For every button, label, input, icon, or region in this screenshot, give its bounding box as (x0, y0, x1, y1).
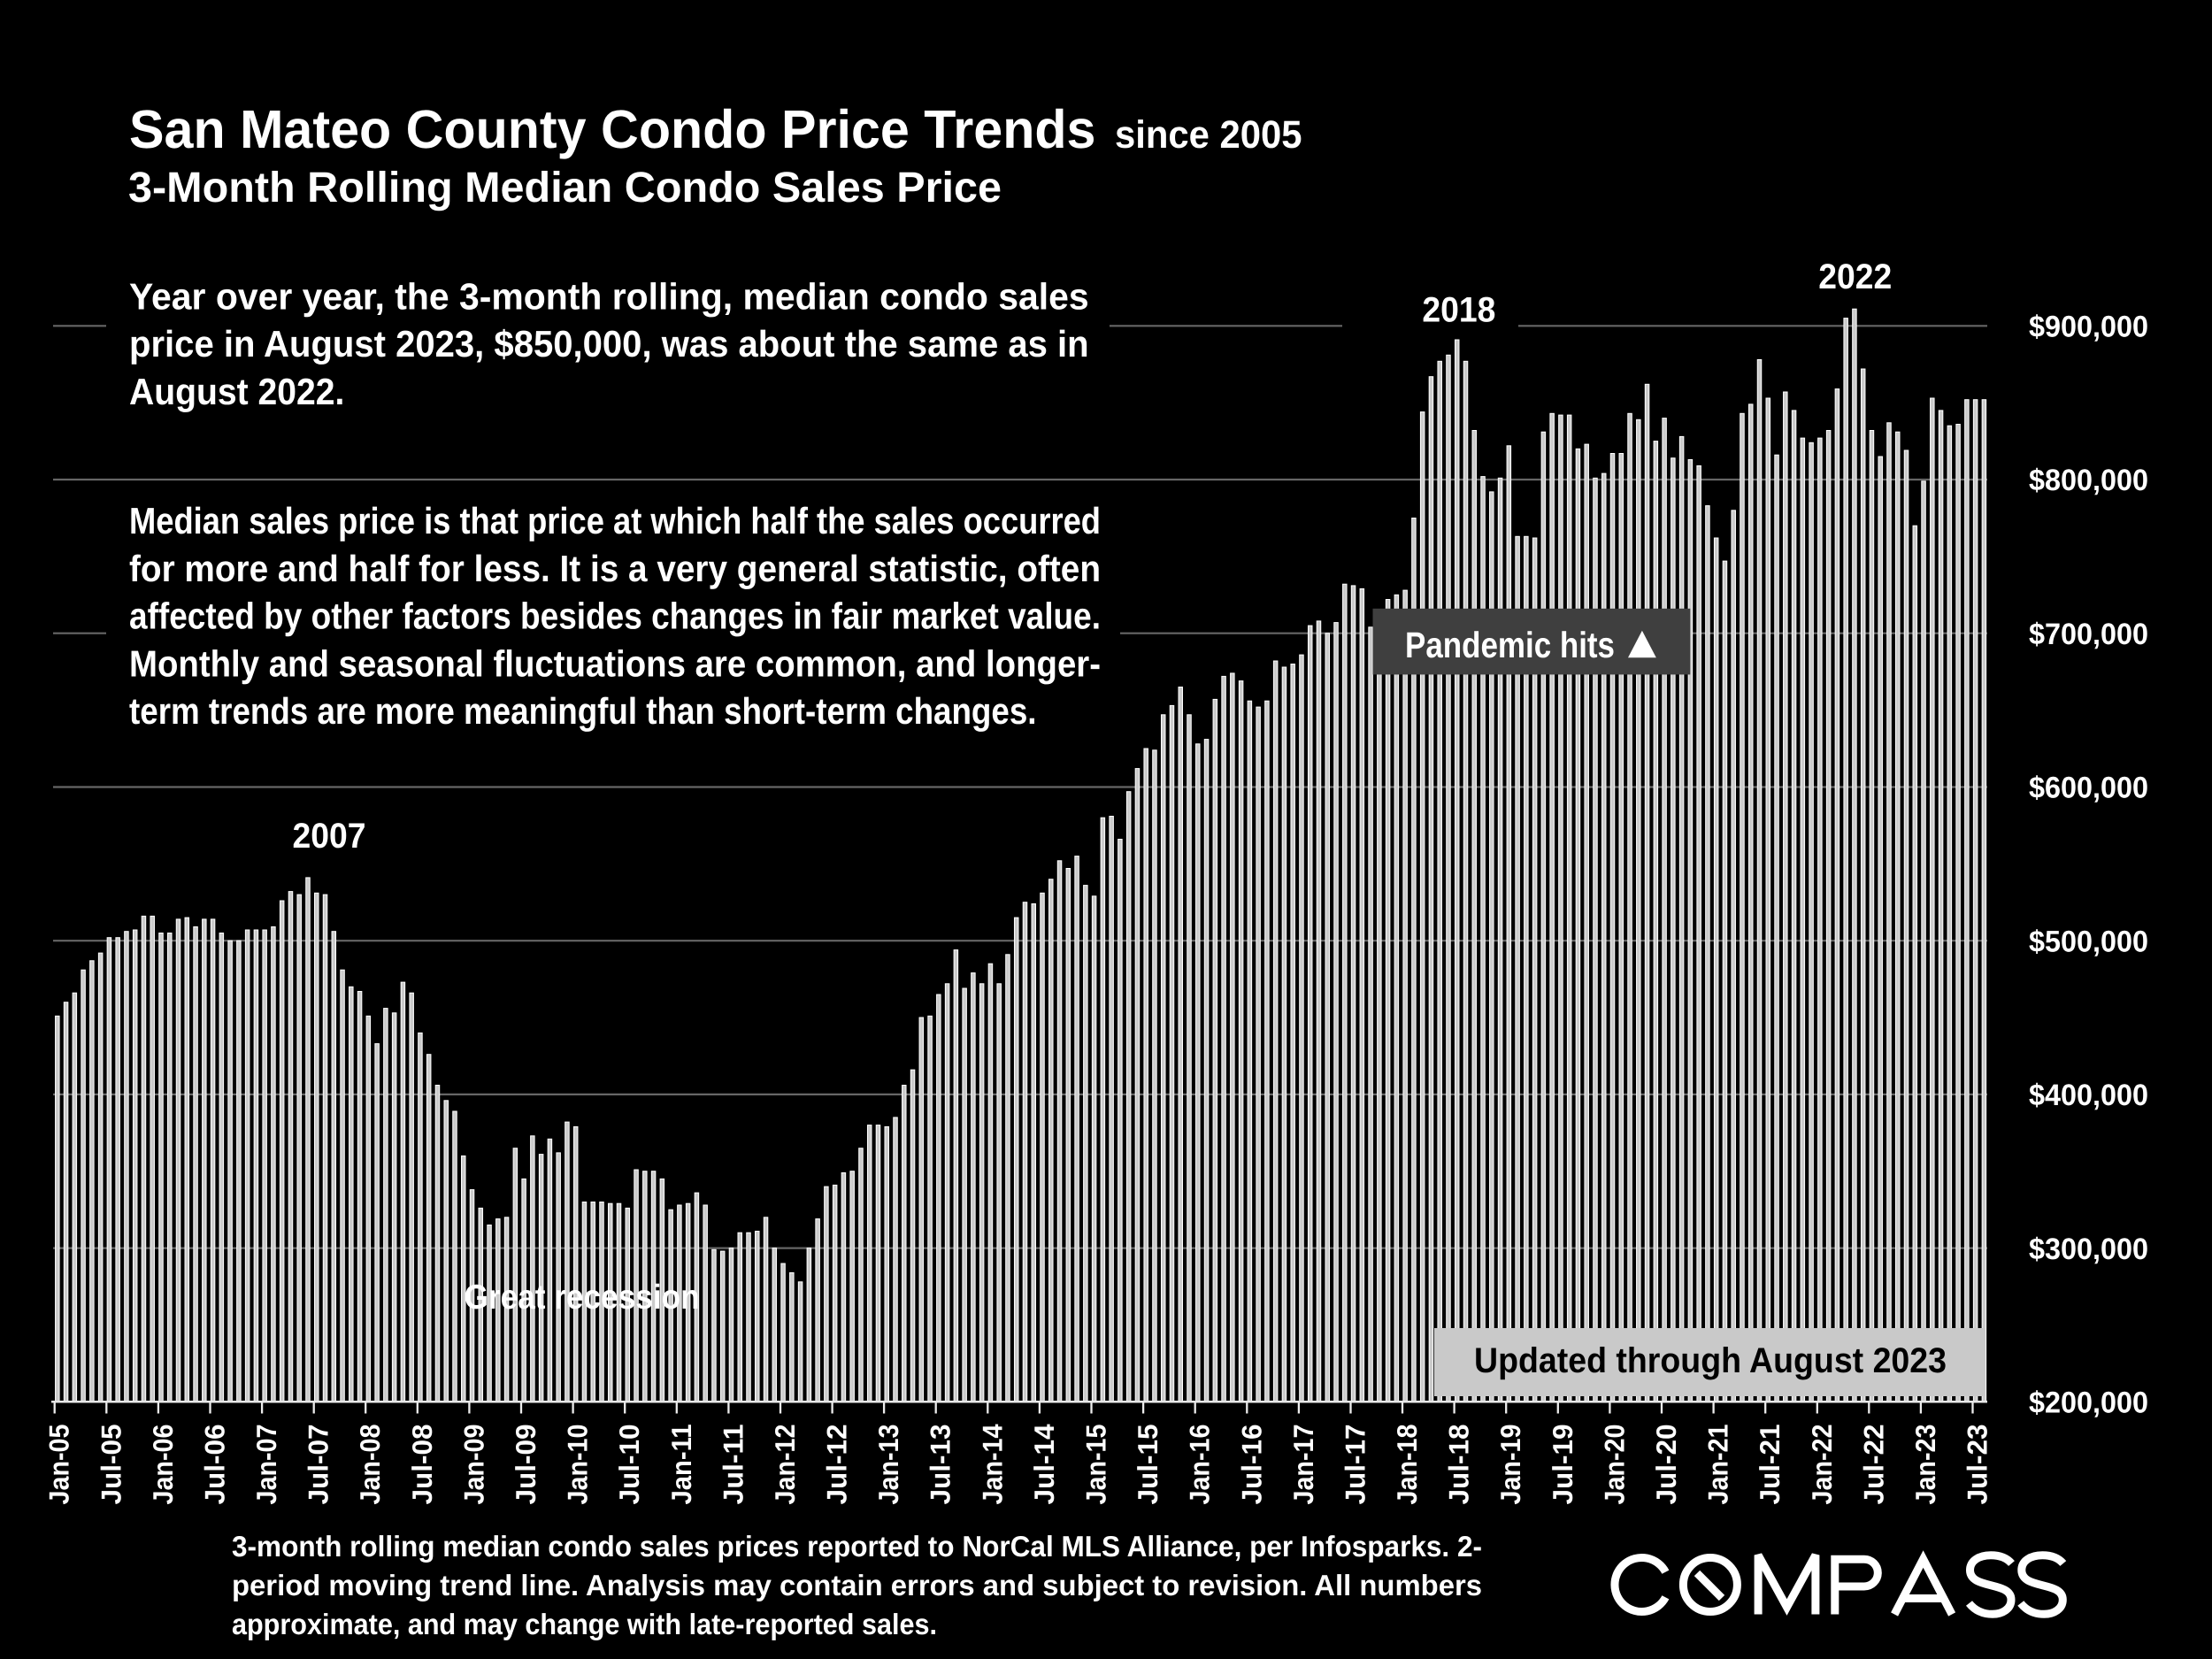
svg-text:for more and half for less. It: for more and half for less. It is a very… (129, 548, 1101, 589)
svg-text:period moving trend line. Anal: period moving trend line. Analysis may c… (232, 1569, 1482, 1601)
svg-text:Jul-07: Jul-07 (303, 1425, 334, 1505)
svg-text:2007: 2007 (293, 817, 366, 856)
svg-text:August 2022.: August 2022. (129, 371, 344, 412)
svg-text:$400,000: $400,000 (2029, 1079, 2148, 1112)
svg-text:Jan-09: Jan-09 (457, 1425, 489, 1505)
svg-text:Monthly and seasonal fluctuati: Monthly and seasonal fluctuations are co… (129, 642, 1101, 684)
svg-text:Jul-20: Jul-20 (1650, 1425, 1682, 1505)
svg-text:Jan-23: Jan-23 (1909, 1425, 1941, 1505)
svg-text:Jan-20: Jan-20 (1598, 1425, 1630, 1505)
svg-text:Jan-11: Jan-11 (665, 1425, 697, 1505)
svg-text:Median sales price is that pri: Median sales price is that price at whic… (129, 500, 1101, 541)
svg-text:Jan-10: Jan-10 (562, 1425, 594, 1505)
svg-text:Jul-15: Jul-15 (1132, 1425, 1164, 1505)
svg-text:$800,000: $800,000 (2029, 464, 2148, 497)
svg-text:Updated through August 2023: Updated through August 2023 (1474, 1341, 1947, 1380)
svg-text:Jan-15: Jan-15 (1080, 1425, 1112, 1505)
svg-text:$500,000: $500,000 (2029, 925, 2148, 958)
svg-text:Great recession: Great recession (465, 1279, 700, 1317)
svg-text:Jul-09: Jul-09 (510, 1425, 541, 1505)
svg-text:Jan-13: Jan-13 (872, 1425, 904, 1505)
svg-text:Jul-18: Jul-18 (1443, 1425, 1475, 1505)
svg-text:Jul-16: Jul-16 (1235, 1425, 1267, 1505)
svg-text:Jan-21: Jan-21 (1702, 1425, 1734, 1505)
svg-text:Jan-12: Jan-12 (769, 1425, 801, 1505)
svg-text:Jan-05: Jan-05 (43, 1425, 75, 1505)
svg-text:2022: 2022 (1818, 257, 1892, 296)
svg-text:Jul-22: Jul-22 (1857, 1425, 1889, 1505)
svg-text:Jul-12: Jul-12 (821, 1425, 853, 1505)
svg-text:Jan-17: Jan-17 (1287, 1425, 1319, 1505)
svg-text:affected by other factors besi: affected by other factors besides change… (129, 595, 1101, 637)
svg-text:Year over year, the 3-month ro: Year over year, the 3-month rolling, med… (129, 276, 1089, 318)
svg-text:Jul-06: Jul-06 (199, 1425, 231, 1505)
svg-text:Jul-05: Jul-05 (95, 1425, 127, 1505)
svg-text:since 2005: since 2005 (1115, 113, 1302, 157)
svg-text:$300,000: $300,000 (2029, 1233, 2148, 1266)
svg-text:Jul-23: Jul-23 (1962, 1425, 1993, 1505)
svg-text:Jul-17: Jul-17 (1340, 1425, 1371, 1505)
svg-text:Jul-13: Jul-13 (925, 1425, 956, 1505)
svg-text:3-month rolling median condo s: 3-month rolling median condo sales price… (232, 1530, 1482, 1563)
svg-text:2018: 2018 (1422, 291, 1495, 330)
svg-text:Jul-14: Jul-14 (1028, 1424, 1060, 1504)
svg-text:Jan-22: Jan-22 (1806, 1425, 1838, 1505)
svg-text:Jan-19: Jan-19 (1494, 1425, 1526, 1505)
svg-text:$200,000: $200,000 (2029, 1386, 2148, 1420)
svg-text:Pandemic hits: Pandemic hits (1405, 625, 1615, 665)
svg-text:3-Month Rolling Median Condo S: 3-Month Rolling Median Condo Sales Price (128, 164, 1002, 211)
svg-text:term trends are more meaningfu: term trends are more meaningful than sho… (129, 690, 1037, 732)
svg-text:$700,000: $700,000 (2029, 618, 2148, 651)
svg-text:Jul-11: Jul-11 (717, 1425, 749, 1505)
svg-text:Jan-14: Jan-14 (976, 1424, 1008, 1504)
svg-text:Jan-06: Jan-06 (147, 1425, 179, 1505)
svg-text:Jul-10: Jul-10 (613, 1425, 645, 1505)
svg-text:Jul-08: Jul-08 (406, 1425, 438, 1505)
svg-text:$900,000: $900,000 (2029, 311, 2148, 344)
svg-text:price in August 2023, $850,000: price in August 2023, $850,000, was abou… (129, 323, 1089, 365)
svg-text:Jan-16: Jan-16 (1184, 1425, 1216, 1505)
svg-text:Jan-07: Jan-07 (250, 1425, 282, 1505)
svg-text:$600,000: $600,000 (2029, 772, 2148, 805)
svg-text:San Mateo County Condo Price T: San Mateo County Condo Price Trends (129, 99, 1096, 159)
svg-text:Jul-21: Jul-21 (1754, 1425, 1786, 1505)
svg-text:approximate, and may change wi: approximate, and may change with late-re… (232, 1608, 937, 1640)
svg-text:Jul-19: Jul-19 (1547, 1425, 1578, 1505)
svg-text:Jan-18: Jan-18 (1391, 1425, 1423, 1505)
svg-text:Jan-08: Jan-08 (354, 1425, 386, 1505)
